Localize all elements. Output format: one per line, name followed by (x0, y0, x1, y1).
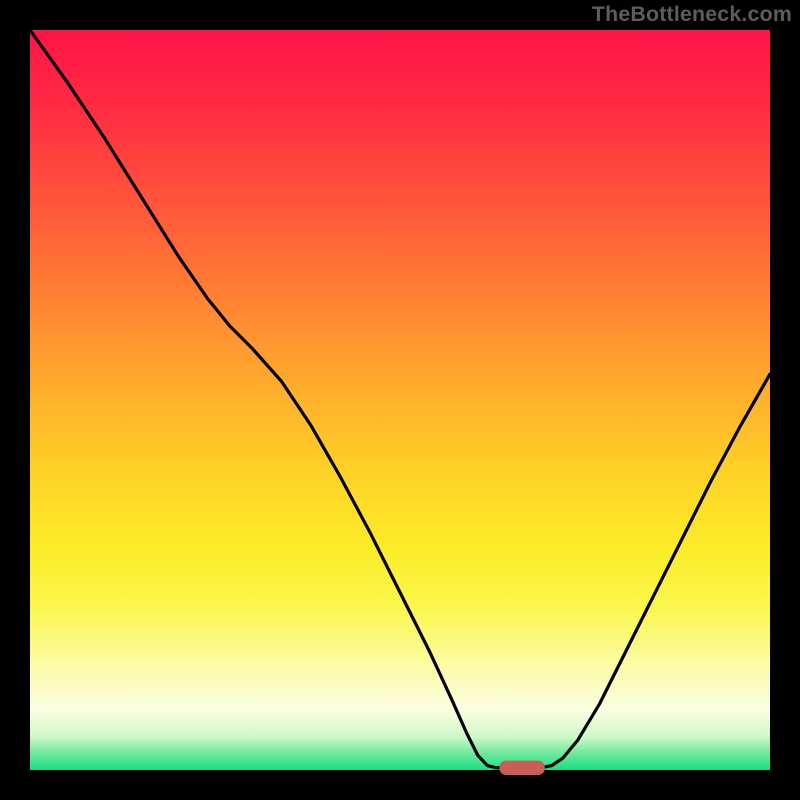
optimal-marker (500, 761, 544, 774)
bottleneck-chart (0, 0, 800, 800)
plot-background (30, 30, 770, 770)
watermark-text: TheBottleneck.com (592, 2, 792, 27)
chart-stage: TheBottleneck.com (0, 0, 800, 800)
